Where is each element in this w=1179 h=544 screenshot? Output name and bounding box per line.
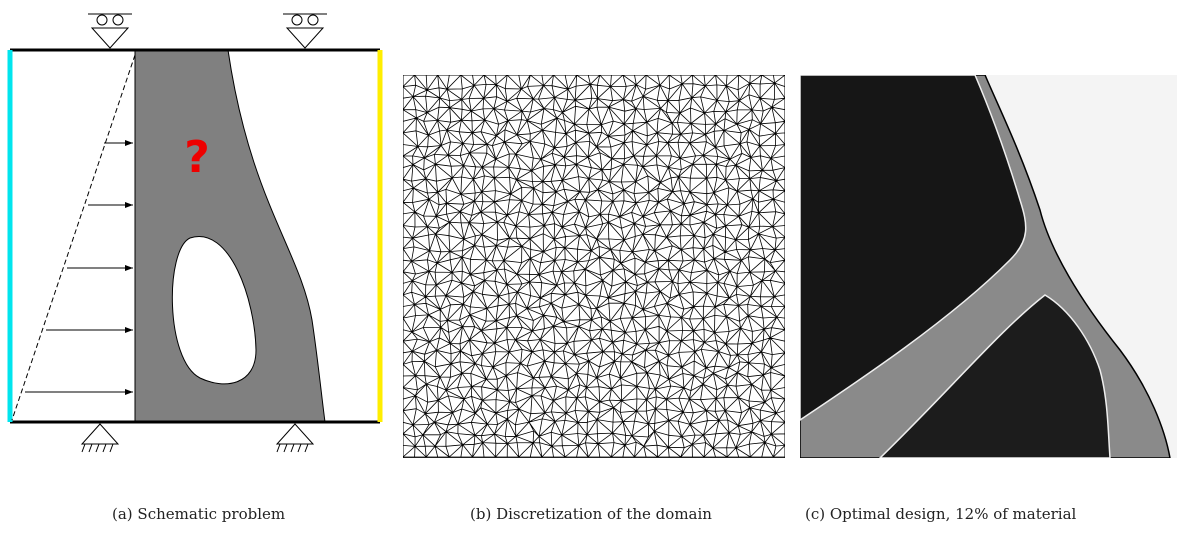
question-mark: ? [184,132,210,183]
schematic: ? [10,14,380,452]
caption-a: (a) Schematic problem [112,502,285,526]
caption-b: (b) Discretization of the domain [470,502,712,526]
caption-c: (c) Optimal design, 12% of material [805,502,1095,526]
figure-graphics: ? [0,0,1179,544]
mesh-panel [403,75,785,458]
design-panel [800,75,1177,458]
figure: ? (a) Schematic problem (b) Discretizati… [0,0,1179,544]
